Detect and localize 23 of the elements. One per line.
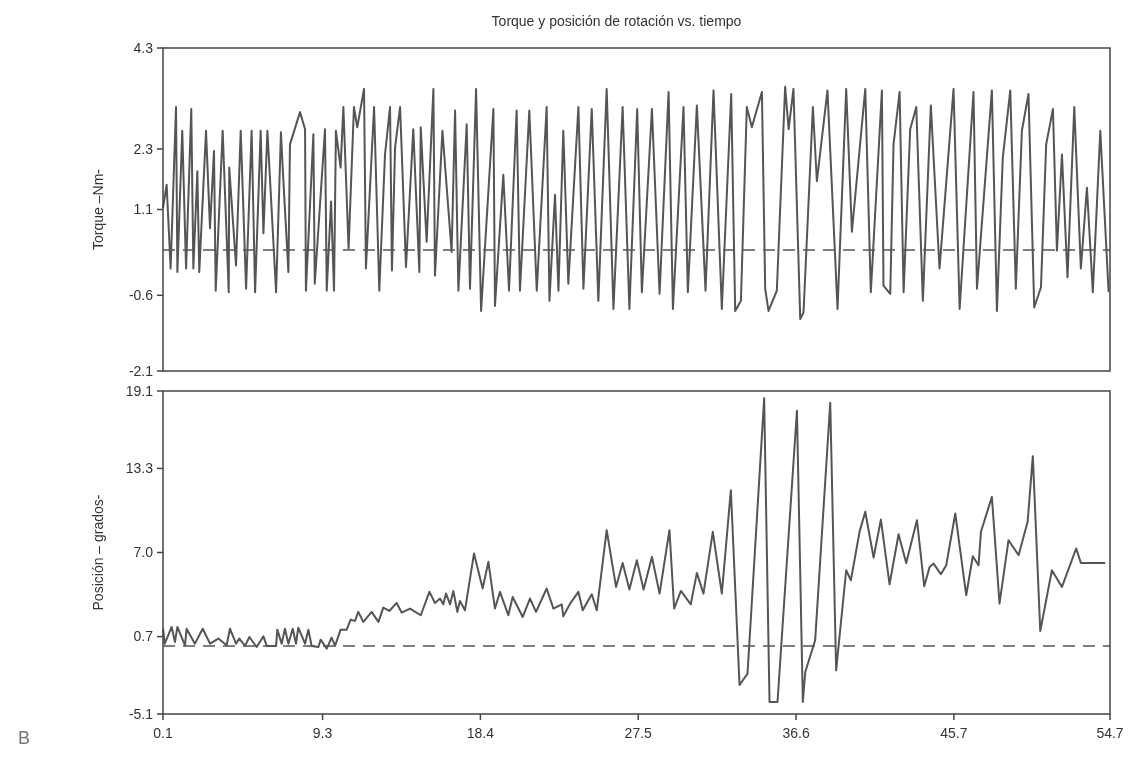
x-tick-label: 54.7 bbox=[1096, 725, 1124, 741]
y-tick-label: 19.1 bbox=[125, 382, 154, 399]
x-tick-label: 36.6 bbox=[782, 725, 810, 741]
x-tick-label: 27.5 bbox=[624, 725, 653, 741]
y-tick-label: 2.3 bbox=[133, 140, 154, 157]
y-tick-label: 1.1 bbox=[133, 201, 154, 218]
x-tick-label: 9.3 bbox=[312, 725, 333, 741]
y-tick-label: -5.1 bbox=[128, 705, 154, 722]
y-tick-label: -2.1 bbox=[128, 362, 154, 379]
line-series bbox=[162, 397, 1107, 703]
y-tick-label: -0.6 bbox=[128, 287, 154, 304]
x-tick-label: 0.1 bbox=[153, 725, 173, 741]
y-axis-title: Posición – grados- bbox=[90, 494, 106, 611]
y-tick-label: 13.3 bbox=[125, 460, 154, 477]
y-tick-label: 7.0 bbox=[133, 544, 154, 561]
x-tick-label: 45.7 bbox=[940, 725, 968, 741]
text: B bbox=[18, 728, 31, 748]
y-tick-label: 0.7 bbox=[133, 628, 154, 645]
y-axis-title: Torque –Nm- bbox=[90, 168, 106, 250]
x-tick-label: 18.4 bbox=[466, 725, 495, 741]
y-tick-label: 4.3 bbox=[133, 39, 154, 56]
chart-title: Torque y posición de rotación vs. tiempo bbox=[491, 13, 742, 29]
line-series bbox=[162, 85, 1110, 321]
